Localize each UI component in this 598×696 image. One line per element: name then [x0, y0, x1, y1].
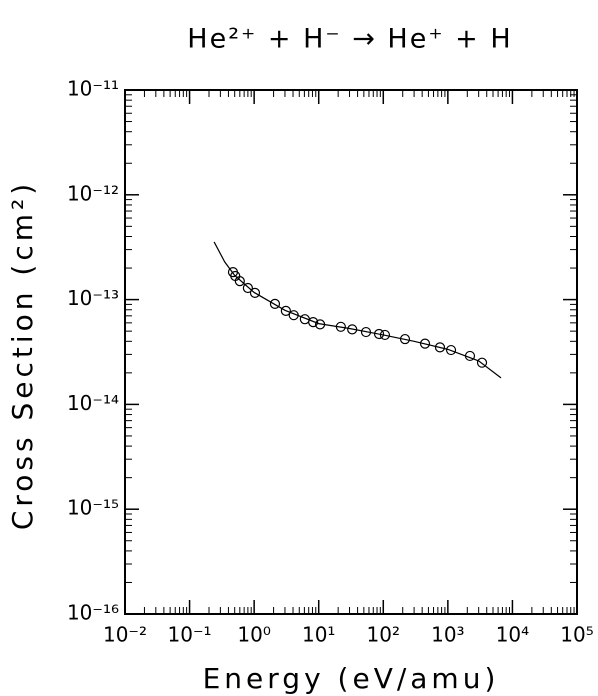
data-point — [434, 342, 446, 353]
data-point — [399, 333, 411, 345]
data-point — [464, 350, 476, 362]
data-point — [419, 338, 431, 349]
plot-frame — [124, 89, 578, 615]
x-axis-label: Energy (eV/amu) — [203, 662, 500, 695]
x-tick-label: 10⁵ — [560, 623, 593, 647]
data-point — [379, 329, 391, 341]
y-tick-label: 10⁻¹⁴ — [67, 391, 119, 415]
data-point — [314, 319, 326, 330]
x-tick-label: 10¹ — [302, 623, 335, 647]
fit-line — [213, 241, 502, 379]
data-point — [234, 276, 245, 287]
y-tick-label: 10⁻¹¹ — [67, 77, 119, 101]
data-point — [308, 316, 319, 328]
x-tick-label: 10⁴ — [496, 623, 529, 647]
data-point — [347, 324, 358, 335]
y-tick-label: 10⁻¹⁵ — [67, 496, 119, 520]
y-axis-label: Cross Section (cm²) — [6, 180, 39, 530]
data-point — [280, 305, 291, 317]
x-tick-label: 10² — [367, 623, 400, 647]
y-tick-label: 10⁻¹³ — [67, 286, 119, 310]
data-point — [373, 328, 385, 340]
x-tick-label: 10⁻¹ — [168, 623, 212, 647]
y-tick-label: 10⁻¹⁶ — [67, 601, 119, 625]
data-point — [242, 282, 253, 294]
data-point — [360, 326, 372, 338]
data-point — [249, 287, 261, 298]
x-tick-label: 10⁰ — [237, 623, 270, 647]
data-point — [335, 321, 346, 332]
data-point — [269, 298, 281, 309]
data-point — [445, 344, 457, 356]
data-point — [288, 310, 299, 321]
x-tick-label: 10⁻² — [103, 623, 147, 647]
data-point — [476, 357, 488, 368]
x-tick-label: 10³ — [431, 623, 464, 647]
y-tick-label: 10⁻¹² — [67, 181, 119, 205]
chart-title: He²⁺ + H⁻ → He⁺ + H — [187, 24, 512, 55]
